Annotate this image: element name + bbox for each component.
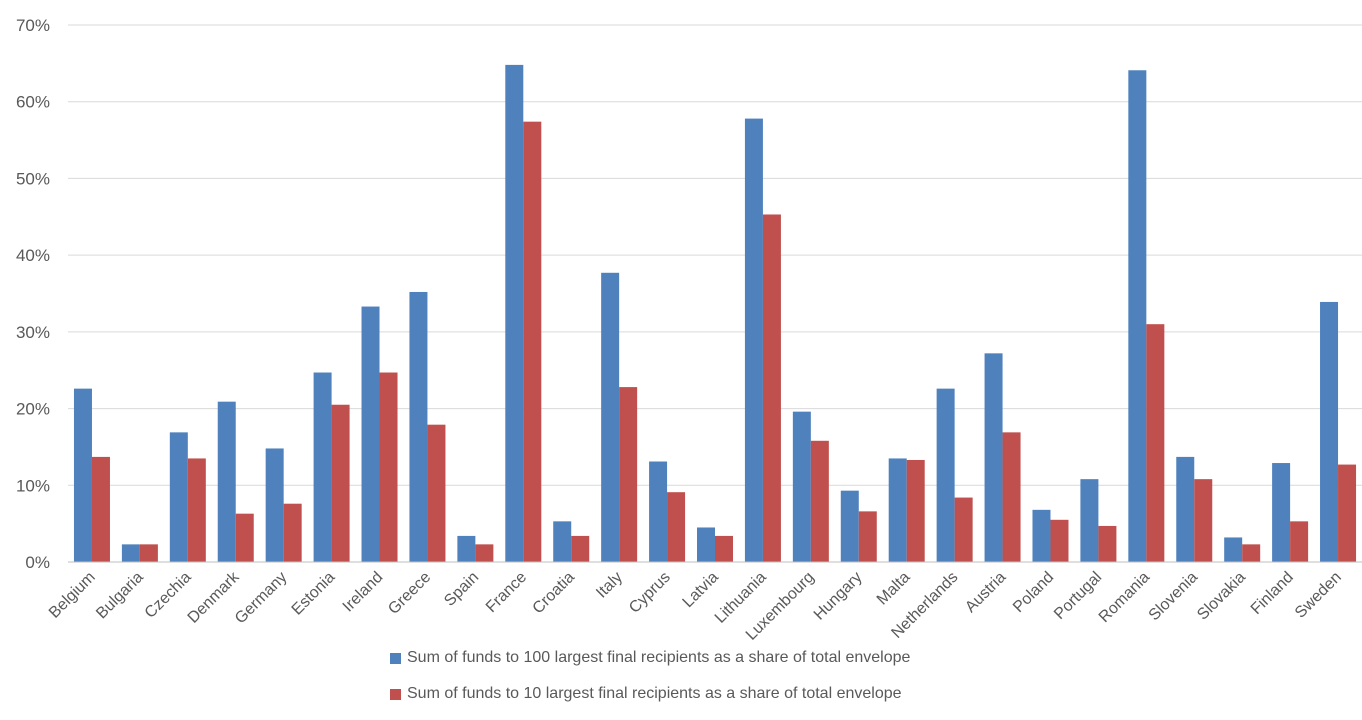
bar-top10-portugal <box>1098 525 1117 562</box>
x-tick-label: Belgium <box>46 569 99 622</box>
bar-top10-slovenia <box>1194 479 1213 562</box>
x-tick-label: Poland <box>1010 569 1057 616</box>
x-tick-label: Bulgaria <box>93 569 147 623</box>
bar-top10-greece <box>427 424 446 562</box>
x-tick-label: Austria <box>962 569 1009 616</box>
bar-top100-slovenia <box>1176 456 1195 562</box>
bar-top10-bulgaria <box>139 544 158 562</box>
y-tick-label: 40% <box>16 246 50 265</box>
bar-top100-latvia <box>697 527 715 562</box>
y-tick-label: 0% <box>25 553 50 572</box>
bar-top100-luxembourg <box>792 411 811 562</box>
bar-top10-czechia <box>187 458 206 562</box>
x-tick-label: Croatia <box>530 569 579 618</box>
y-tick-label: 10% <box>16 476 50 495</box>
y-tick-label: 20% <box>16 400 50 419</box>
bar-top100-malta <box>888 458 907 562</box>
x-tick-label: Greece <box>385 569 434 618</box>
bar-top100-denmark <box>217 401 236 562</box>
bar-top100-greece <box>409 291 428 562</box>
x-tick-label: Italy <box>593 569 626 602</box>
bar-top100-croatia <box>553 521 572 562</box>
bar-top10-slovakia <box>1242 544 1261 562</box>
bar-top100-cyprus <box>649 461 668 562</box>
bar-top100-poland <box>1032 509 1051 562</box>
bar-top100-lithuania <box>744 118 763 562</box>
y-axis-ticks: 0% 10% 20% 30% 40% 50% 60% 70% <box>16 16 50 572</box>
bar-top100-czechia <box>169 432 188 562</box>
bar-top10-cyprus <box>667 492 686 562</box>
y-tick-label: 70% <box>16 16 50 35</box>
bar-top100-netherlands <box>936 388 955 562</box>
legend-label-top100: Sum of funds to 100 largest final recipi… <box>407 649 911 666</box>
bar-top100-sweden <box>1320 301 1339 562</box>
bar-top10-spain <box>475 544 494 562</box>
bar-top100-belgium <box>73 388 92 562</box>
x-tick-label: Ireland <box>340 569 387 616</box>
bar-top10-lithuania <box>762 214 781 562</box>
legend-item-top100: Sum of funds to 100 largest final recipi… <box>390 648 1090 668</box>
bar-top10-luxembourg <box>810 440 829 562</box>
y-tick-label: 30% <box>16 323 50 342</box>
bar-top100-finland <box>1272 463 1291 562</box>
bar-top10-croatia <box>571 535 590 562</box>
bar-top10-sweden <box>1338 464 1357 562</box>
bar-top100-slovakia <box>1224 537 1243 562</box>
bar-top100-bulgaria <box>121 544 140 562</box>
bar-top100-portugal <box>1080 479 1099 562</box>
x-axis-labels: BelgiumBulgariaCzechiaDenmarkGermanyEsto… <box>46 568 1345 644</box>
x-tick-label: Latvia <box>680 569 722 611</box>
x-tick-label: Romania <box>1096 569 1153 626</box>
bar-top10-malta <box>906 459 925 562</box>
bar-top100-hungary <box>840 490 859 562</box>
bar-top100-spain <box>457 535 476 562</box>
bar-top10-italy <box>619 387 638 562</box>
y-tick-label: 60% <box>16 93 50 112</box>
x-tick-label: Cyprus <box>626 569 674 617</box>
bar-top100-austria <box>984 353 1003 562</box>
bar-top100-ireland <box>361 306 380 562</box>
bar-top100-france <box>505 64 524 563</box>
bar-top10-netherlands <box>954 497 973 562</box>
bars <box>73 64 1357 563</box>
x-tick-label: Finland <box>1248 569 1297 618</box>
legend-label-top10: Sum of funds to 10 largest final recipie… <box>407 685 902 702</box>
bar-top100-germany <box>265 448 284 562</box>
legend-item-top10: Sum of funds to 10 largest final recipie… <box>390 684 1090 704</box>
bar-top10-ireland <box>379 372 398 562</box>
bar-top10-poland <box>1050 519 1069 562</box>
x-tick-label: Malta <box>874 569 914 609</box>
x-tick-label: Hungary <box>811 569 866 624</box>
bar-top100-estonia <box>313 372 332 562</box>
bar-top10-finland <box>1290 521 1309 562</box>
x-tick-label: Slovenia <box>1146 569 1201 624</box>
bar-top10-denmark <box>235 513 254 562</box>
bar-top10-germany <box>283 503 302 562</box>
bar-top10-estonia <box>331 404 350 562</box>
bar-top10-france <box>523 121 542 562</box>
x-tick-label: France <box>483 569 530 616</box>
legend: Sum of funds to 100 largest final recipi… <box>390 648 1090 720</box>
y-tick-label: 50% <box>16 169 50 188</box>
bar-top10-hungary <box>858 511 877 562</box>
x-tick-label: Spain <box>441 569 482 610</box>
x-tick-label: Sweden <box>1292 569 1345 622</box>
bar-top10-belgium <box>91 456 110 562</box>
legend-swatch-top100 <box>390 652 401 664</box>
bar-top10-latvia <box>715 535 733 562</box>
bar-top10-austria <box>1002 432 1021 562</box>
legend-swatch-top10 <box>390 688 401 700</box>
bar-top100-romania <box>1128 70 1147 563</box>
x-tick-label: Germany <box>232 569 291 628</box>
bar-top10-romania <box>1146 324 1165 562</box>
x-tick-label: Estonia <box>289 569 339 619</box>
gridlines <box>68 24 1362 486</box>
x-tick-label: Slovakia <box>1194 569 1249 624</box>
bar-top100-italy <box>601 272 620 562</box>
